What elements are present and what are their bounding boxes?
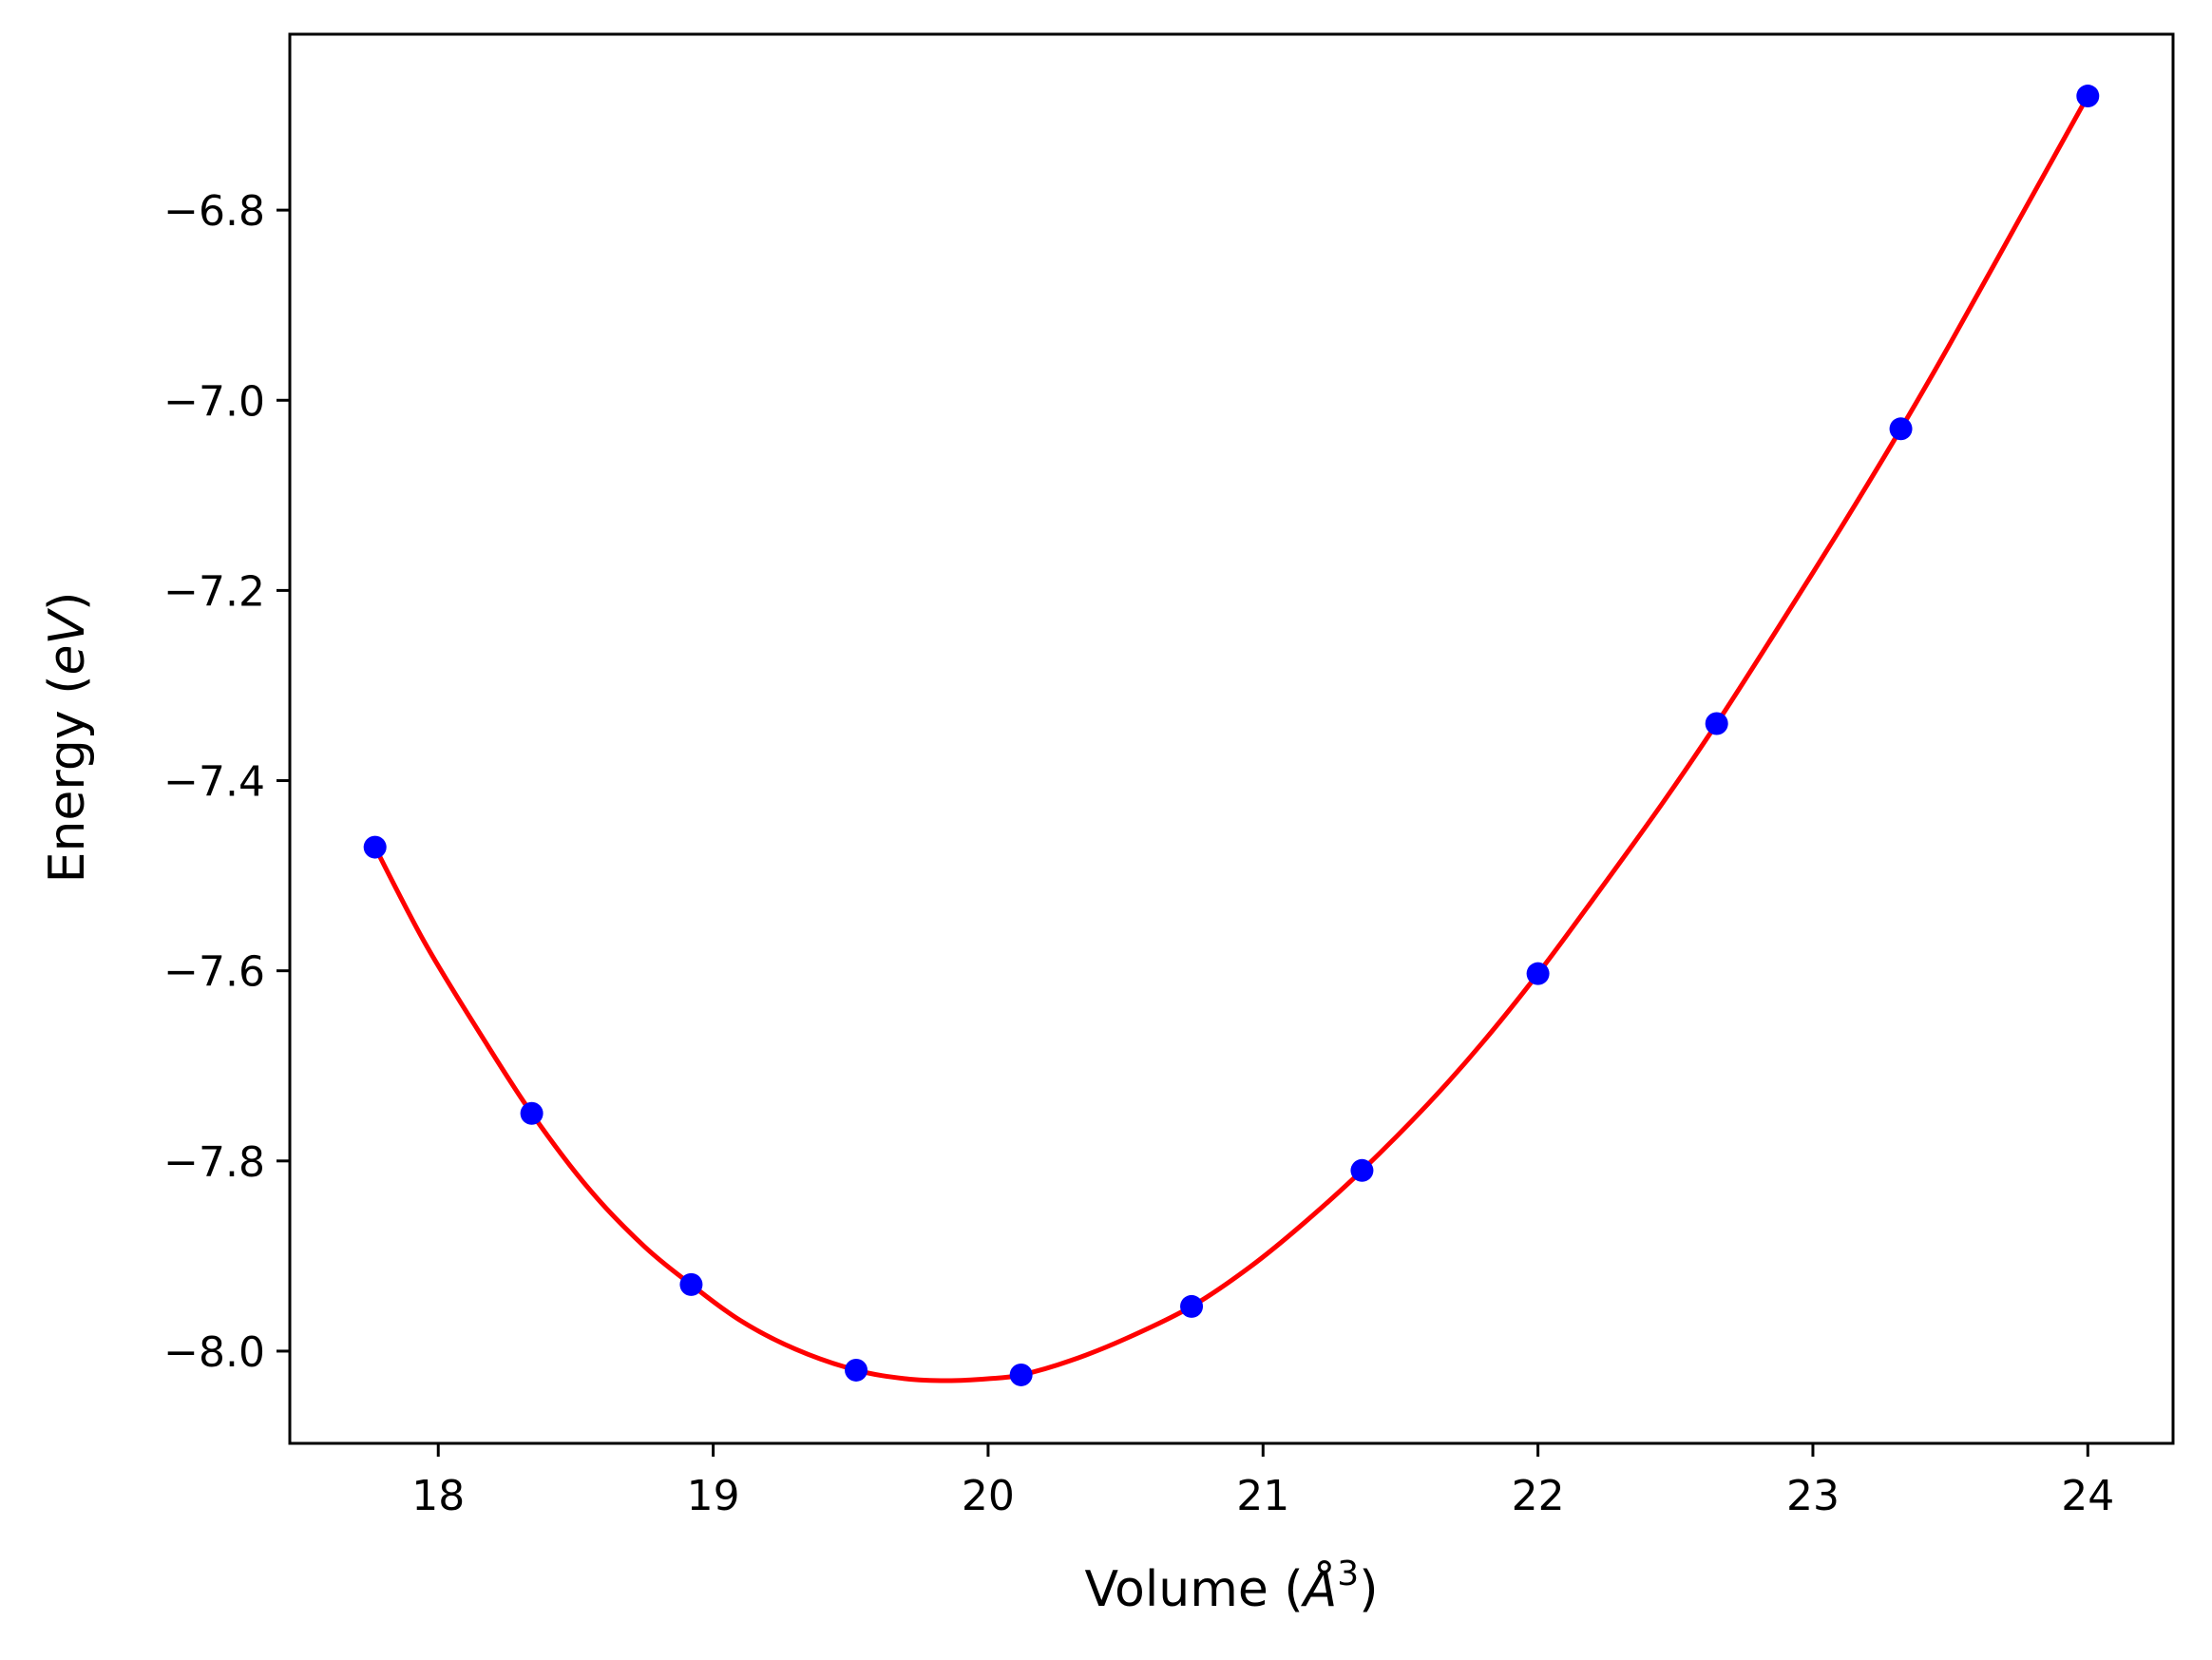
data-point <box>1889 417 1913 441</box>
plot-area-frame <box>288 32 2175 1445</box>
x-tick-label: 22 <box>1512 1472 1565 1520</box>
y-tick-label: −7.8 <box>163 1138 265 1187</box>
data-point <box>520 1101 543 1125</box>
y-axis-label: Energy (eV) <box>39 592 96 884</box>
y-tick-label: −8.0 <box>163 1328 265 1377</box>
data-point <box>845 1358 868 1382</box>
data-point <box>1526 962 1550 985</box>
data-points-layer <box>363 85 2100 1386</box>
x-axis-ticks: 18 19 20 21 22 23 24 <box>411 1443 2114 1520</box>
data-point <box>679 1272 703 1296</box>
y-tick-label: −7.2 <box>163 567 265 616</box>
fit-curve-layer <box>372 93 2090 1383</box>
data-point <box>1009 1363 1033 1386</box>
x-tick-label: 24 <box>2061 1472 2114 1520</box>
x-axis-label: Volume (Å3) <box>1085 1555 1379 1618</box>
data-point <box>1705 712 1728 735</box>
y-tick-label: −7.6 <box>163 948 265 997</box>
y-tick-label: −7.4 <box>163 758 265 807</box>
data-point <box>363 835 387 859</box>
fit-curve-line <box>372 93 2090 1383</box>
y-tick-label: −7.0 <box>163 377 265 426</box>
x-tick-label: 19 <box>687 1472 740 1520</box>
x-tick-label: 20 <box>962 1472 1015 1520</box>
x-tick-label: 23 <box>1786 1472 1840 1520</box>
x-tick-label: 18 <box>411 1472 465 1520</box>
y-axis-ticks: −6.8 −7.0 −7.2 −7.4 −7.6 −7.8 −8.0 <box>163 187 290 1377</box>
data-point <box>2076 85 2100 108</box>
x-tick-label: 21 <box>1236 1472 1289 1520</box>
data-point <box>1180 1294 1204 1318</box>
data-point <box>1350 1158 1374 1182</box>
y-tick-label: −6.8 <box>163 187 265 236</box>
